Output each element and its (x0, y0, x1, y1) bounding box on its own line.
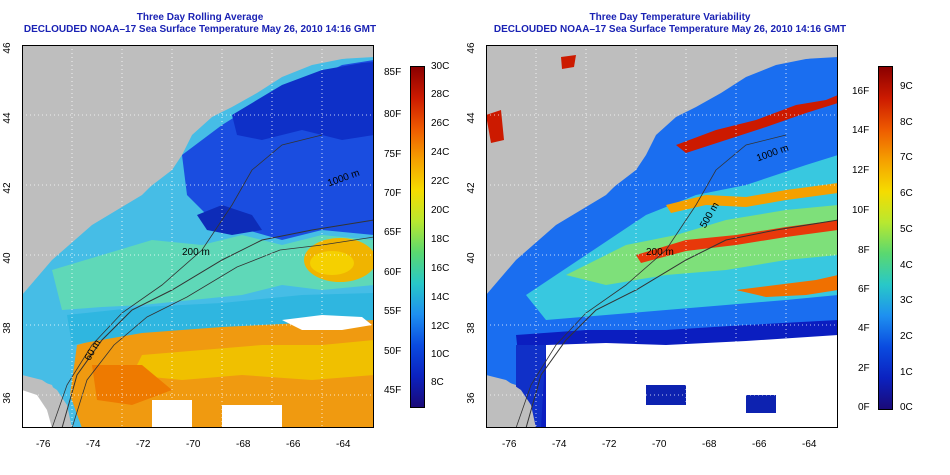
left-ytick: 44 (2, 112, 13, 124)
right-scale-c-label: 0C (900, 402, 913, 413)
right-scale-c-label: 1C (900, 367, 913, 378)
left-xtick: -74 (86, 439, 101, 450)
right-scale-c-label: 5C (900, 224, 913, 235)
left-scale-f-label: 55F (384, 306, 402, 317)
right-scale-f-label: 6F (858, 284, 870, 295)
left-colorbar (410, 66, 425, 408)
left-scale-c-label: 22C (431, 176, 450, 187)
left-title: Three Day Rolling Average DECLOUDED NOAA… (20, 12, 380, 36)
left-scale-c-label: 20C (431, 205, 450, 216)
right-scale-c-label: 8C (900, 117, 913, 128)
left-scale-f-label: 75F (384, 149, 402, 160)
left-scale-f-label: 80F (384, 109, 402, 120)
left-sst-map: 200 m 1000 m 60 m (22, 45, 374, 428)
right-title-line1: Three Day Temperature Variability (589, 12, 751, 23)
right-scale-f-label: 8F (858, 245, 870, 256)
left-scale-c-label: 18C (431, 234, 450, 245)
right-title-line2: DECLOUDED NOAA–17 Sea Surface Temperatur… (493, 24, 847, 35)
left-contour-label-200: 200 m (182, 247, 210, 258)
left-scale-c-label: 10C (431, 349, 450, 360)
left-scale-c-label: 28C (431, 89, 450, 100)
right-xtick: -68 (702, 439, 717, 450)
right-scale-f-label: 2F (858, 363, 870, 374)
right-scale-f-label: 0F (858, 402, 870, 413)
left-scale-c-label: 14C (431, 292, 450, 303)
left-xtick: -64 (336, 439, 351, 450)
right-ytick: 40 (466, 252, 477, 264)
left-scale-c-label: 24C (431, 147, 450, 158)
right-xtick: -70 (652, 439, 667, 450)
left-xtick: -70 (186, 439, 201, 450)
left-xtick: -76 (36, 439, 51, 450)
left-ytick: 38 (2, 322, 13, 334)
right-ytick: 38 (466, 322, 477, 334)
right-xtick: -72 (602, 439, 617, 450)
left-xtick: -68 (236, 439, 251, 450)
right-ytick: 42 (466, 182, 477, 194)
right-scale-c-label: 2C (900, 331, 913, 342)
left-xtick: -66 (286, 439, 301, 450)
left-scale-c-label: 30C (431, 61, 450, 72)
left-scale-f-label: 65F (384, 227, 402, 238)
left-ytick: 36 (2, 392, 13, 404)
left-ytick: 40 (2, 252, 13, 264)
left-scale-c-label: 16C (431, 263, 450, 274)
right-scale-c-label: 3C (900, 295, 913, 306)
left-scale-c-label: 8C (431, 377, 444, 388)
right-ytick: 36 (466, 392, 477, 404)
right-scale-f-label: 4F (858, 323, 870, 334)
right-scale-f-label: 14F (852, 125, 870, 136)
left-title-line1: Three Day Rolling Average (136, 12, 264, 23)
right-scale-c-label: 4C (900, 260, 913, 271)
right-ytick: 44 (466, 112, 477, 124)
left-ytick: 46 (2, 42, 13, 54)
right-contour-label-200: 200 m (646, 247, 674, 258)
right-variability-map: 200 m 500 m 1000 m (486, 45, 838, 428)
right-colorbar (878, 66, 893, 410)
right-scale-f-label: 12F (852, 165, 870, 176)
left-scale-f-label: 85F (384, 67, 402, 78)
right-scale-c-label: 9C (900, 81, 913, 92)
right-xtick: -76 (502, 439, 517, 450)
right-xtick: -66 (752, 439, 767, 450)
right-scale-f-label: 16F (852, 86, 870, 97)
right-ytick: 46 (466, 42, 477, 54)
left-scale-f-label: 60F (384, 267, 402, 278)
left-scale-f-label: 70F (384, 188, 402, 199)
left-scale-c-label: 12C (431, 321, 450, 332)
right-xtick: -64 (802, 439, 817, 450)
left-title-line2: DECLOUDED NOAA–17 Sea Surface Temperatur… (23, 24, 377, 35)
left-scale-f-label: 45F (384, 385, 402, 396)
right-scale-f-label: 10F (852, 205, 870, 216)
left-xtick: -72 (136, 439, 151, 450)
left-scale-f-label: 50F (384, 346, 402, 357)
left-ytick: 42 (2, 182, 13, 194)
right-scale-c-label: 7C (900, 152, 913, 163)
right-title: Three Day Temperature Variability DECLOU… (470, 12, 870, 36)
right-xtick: -74 (552, 439, 567, 450)
right-scale-c-label: 6C (900, 188, 913, 199)
left-scale-c-label: 26C (431, 118, 450, 129)
